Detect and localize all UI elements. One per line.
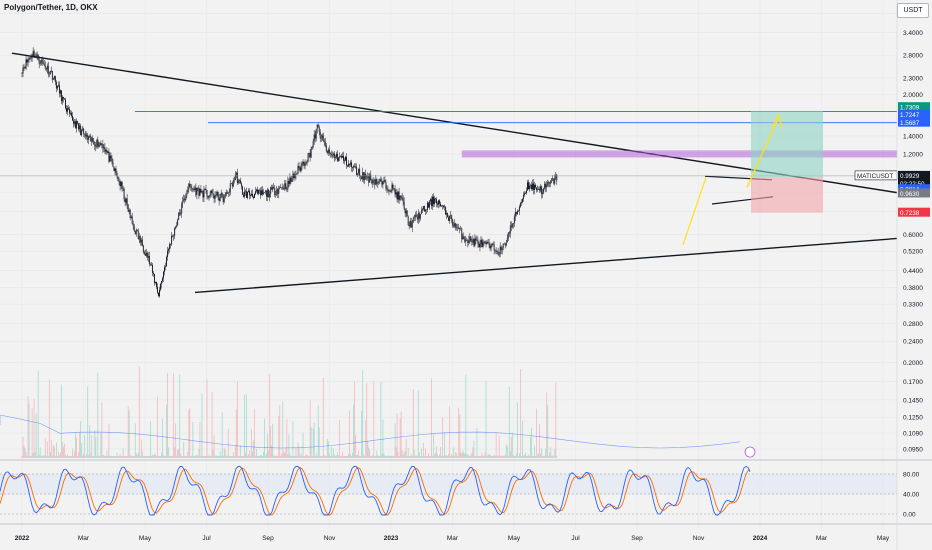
price-tag-bg [898, 102, 930, 112]
price-axis-label: 0.6000 [903, 232, 923, 239]
price-axis-label: 0.1250 [903, 415, 923, 422]
price-axis-label: 0.0950 [903, 447, 923, 454]
price-tag-label: 0.9929 [900, 173, 920, 180]
price-axis-label: 0.1090 [903, 431, 923, 438]
chart-title: Polygon/Tether, 1D, OKX [4, 3, 98, 12]
price-tag-bg [898, 117, 930, 127]
time-axis-label: 2022 [15, 535, 30, 542]
price-axis-label: 2.8000 [903, 53, 923, 60]
price-axis-label: 0.2000 [903, 360, 923, 367]
osc-axis-label: 80.00 [903, 472, 920, 479]
price-axis-label: 0.2400 [903, 339, 923, 346]
supply-zone [461, 150, 898, 158]
drawings [0, 52, 898, 294]
volume-ma-line [0, 414, 741, 449]
time-axis-label: Sep [262, 535, 274, 542]
projection-arrowhead [771, 113, 783, 128]
price-axis-label: 0.3800 [903, 285, 923, 292]
time-axis-label: May [877, 535, 890, 542]
chart-grid [0, 13, 897, 450]
price-tag-bg [898, 188, 930, 198]
time-axis-label: May [508, 535, 521, 542]
ascending-trendline [194, 237, 898, 294]
price-tag-label: 1.7247 [900, 112, 920, 119]
target-zone [751, 111, 823, 178]
volume-bars [0, 366, 741, 458]
impulse-arrow [682, 177, 707, 245]
price-tag-bg [898, 170, 930, 180]
time-axis-label: Mar [816, 535, 828, 542]
price-tag-label: 1.7309 [900, 104, 920, 111]
time-axis-label: Nov [693, 535, 705, 542]
time-axis-label: Jul [571, 535, 580, 542]
price-tag-bg [898, 178, 930, 188]
time-axis-label: Sep [631, 535, 643, 542]
candles [21, 47, 558, 298]
time-axis-label: Jul [202, 535, 211, 542]
osc-axis-label: 0.00 [903, 512, 916, 519]
price-axis-label: 2.0000 [903, 92, 923, 99]
axes: 4.00003.40002.80002.30002.00001.40001.20… [15, 0, 930, 550]
time-axis-label: Mar [78, 535, 90, 542]
currency-button[interactable]: USDT [897, 3, 929, 18]
stoch-k-line [0, 465, 751, 516]
price-tag-label: MATICUSDT [857, 173, 893, 180]
stoch-d-line [0, 467, 751, 516]
time-axis-label: Nov [324, 535, 336, 542]
price-tag-label: 1.5687 [900, 120, 920, 127]
price-axis-label: 1.2000 [903, 151, 923, 158]
price-axis-label: 1.4000 [903, 133, 923, 140]
projection-arrow [746, 118, 779, 188]
time-axis-label: 2023 [384, 535, 399, 542]
price-tag-bg [898, 109, 930, 119]
time-axis-label: 2024 [753, 535, 768, 542]
osc-axis-label: 40.00 [903, 492, 920, 499]
price-axis-label: 0.1450 [903, 397, 923, 404]
time-axis-label: Mar [447, 535, 459, 542]
price-axis-label: 0.1700 [903, 379, 923, 386]
stop-zone [751, 177, 823, 213]
price-axis-label: 0.4400 [903, 268, 923, 275]
time-axis-label: May [139, 535, 152, 542]
price-axis-label: 0.2800 [903, 321, 923, 328]
stochastic-pane: 80.00 40.00 0.00 [0, 459, 932, 525]
price-axis-label: 0.5200 [903, 249, 923, 256]
price-tag-label: 0.9630 [900, 191, 920, 198]
price-axis-label: 3.4000 [903, 30, 923, 37]
price-tag-bg [898, 207, 930, 217]
stoch-band [0, 474, 897, 494]
price-axis-label: 0.3300 [903, 302, 923, 309]
price-axis-label: 2.3000 [903, 76, 923, 83]
price-tag-label: 0.7238 [900, 210, 920, 217]
event-marker-icon [744, 446, 756, 458]
